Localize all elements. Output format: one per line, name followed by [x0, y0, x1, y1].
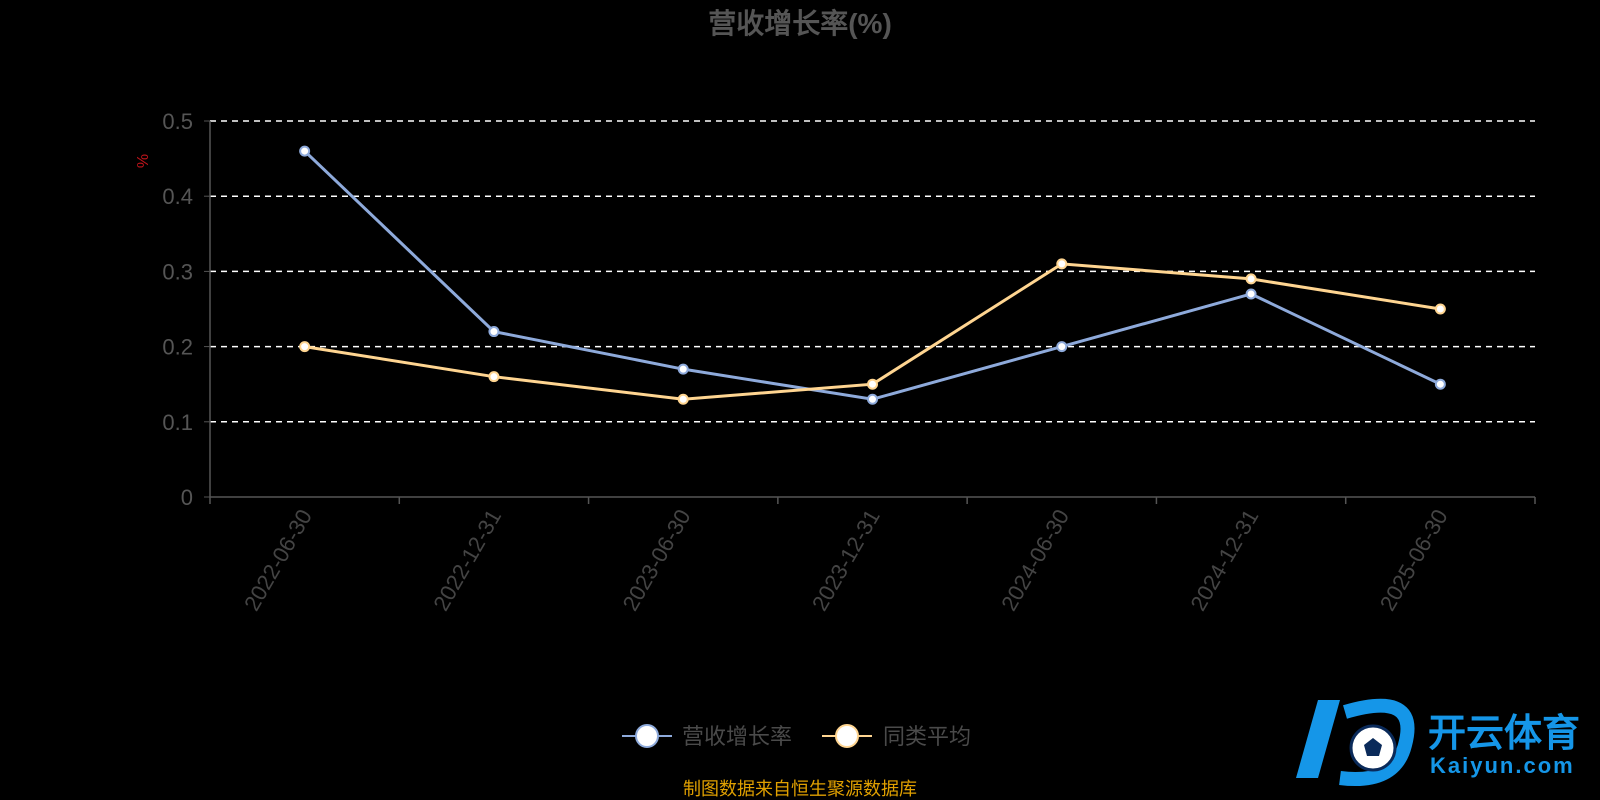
- data-point[interactable]: [867, 378, 878, 390]
- legend: 营收增长率 同类平均: [622, 724, 971, 749]
- data-point[interactable]: [299, 145, 311, 157]
- data-point[interactable]: [488, 371, 500, 383]
- watermark-brand: 开云体育: [1428, 713, 1580, 755]
- legend-item-series-1[interactable]: 营收增长率: [622, 724, 792, 749]
- y-tick-label: 0.2: [162, 335, 193, 360]
- series-line: [303, 149, 1442, 401]
- data-point[interactable]: [677, 393, 689, 405]
- axes: [209, 121, 1535, 498]
- x-tick-label: 2022-06-30: [239, 505, 317, 615]
- data-point[interactable]: [1434, 378, 1446, 390]
- y-tick-label: 0.4: [162, 184, 193, 209]
- soccer-ball-icon: [1349, 724, 1397, 772]
- y-tick-label: 0.1: [162, 410, 193, 435]
- y-axis-label: %: [135, 154, 152, 168]
- logo-k-stroke: [1296, 700, 1340, 778]
- legend-swatch-marker: [635, 724, 659, 748]
- series-2: [299, 258, 1446, 405]
- x-tick-label: 2023-12-31: [807, 505, 885, 615]
- data-point[interactable]: [1056, 341, 1068, 353]
- chart-title: 营收增长率(%): [708, 7, 892, 39]
- data-point[interactable]: [1245, 273, 1257, 285]
- watermark-domain: Kaiyun.com: [1430, 753, 1575, 778]
- y-tick-label: 0.5: [162, 109, 193, 134]
- data-point[interactable]: [1434, 303, 1446, 315]
- grid-lines: [210, 120, 1535, 423]
- y-tick-label: 0.3: [162, 259, 193, 284]
- legend-swatch-marker: [835, 724, 859, 748]
- data-point[interactable]: [677, 363, 689, 375]
- data-point[interactable]: [1056, 258, 1068, 270]
- logo-swoosh: [1339, 698, 1415, 786]
- x-axis-ticks: 2022-06-30 2022-12-31 2023-06-30 2023-12-31…: [209, 497, 1536, 615]
- x-tick-label: 2023-06-30: [618, 505, 696, 615]
- x-tick-label: 2025-06-30: [1375, 505, 1453, 615]
- legend-label-series-1: 营收增长率: [682, 724, 792, 749]
- y-axis-ticks: 0 0.1 0.2 0.3 0.4 0.5: [162, 109, 210, 510]
- x-tick-label: 2024-06-30: [996, 505, 1074, 615]
- watermark-logo: 开云体育 Kaiyun.com: [1296, 698, 1580, 786]
- data-source-note: 制图数据来自恒生聚源数据库: [683, 779, 917, 799]
- data-point[interactable]: [299, 341, 311, 353]
- series-1: [299, 145, 1446, 405]
- series-group: [299, 145, 1446, 405]
- y-tick-label: 0: [181, 485, 193, 510]
- data-point[interactable]: [867, 393, 878, 405]
- data-point[interactable]: [1245, 288, 1257, 300]
- data-point[interactable]: [488, 326, 500, 338]
- legend-item-series-2[interactable]: 同类平均: [822, 724, 971, 749]
- x-tick-label: 2022-12-31: [428, 505, 506, 615]
- legend-label-series-2: 同类平均: [883, 724, 971, 749]
- x-tick-label: 2024-12-31: [1185, 505, 1263, 615]
